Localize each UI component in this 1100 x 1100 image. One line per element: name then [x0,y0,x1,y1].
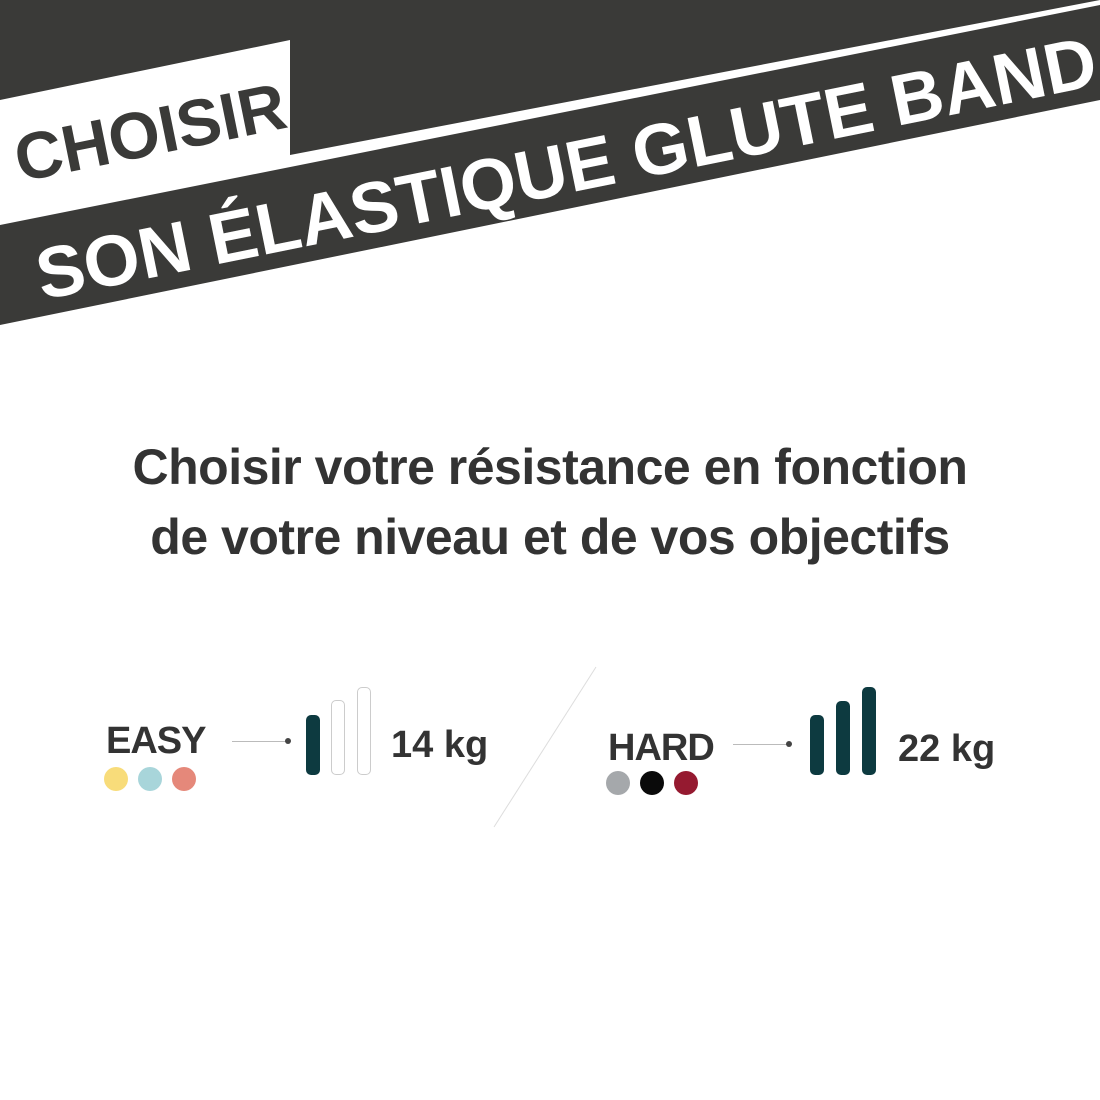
connector-dot [285,738,291,744]
headline-line2: de votre niveau et de vos objectifs [150,509,950,565]
color-swatch-grey [606,771,630,795]
headline: Choisir votre résistance en fonction de … [0,432,1100,572]
level-label: EASY [106,720,206,762]
weight-value: 22 kg [898,728,996,770]
weight-value: 14 kg [391,724,489,766]
headline-line1: Choisir votre résistance en fonction [132,439,968,495]
color-swatch-blue [138,767,162,791]
color-swatch-burgundy [674,771,698,795]
resistance-bar-filled [306,715,320,775]
title-banner: CHOISIR SON ÉLASTIQUE GLUTE BAND [0,0,1100,325]
connector-line [232,741,288,742]
banner-top-shape [0,0,1100,155]
color-swatch-black [640,771,664,795]
color-swatch-yellow [104,767,128,791]
banner-band [0,5,1100,325]
color-swatch-coral [172,767,196,791]
divider-slash [493,666,597,828]
resistance-bar-filled [810,715,824,775]
resistance-bar-empty [357,687,371,775]
resistance-bar-filled [862,687,876,775]
level-label: HARD [608,727,715,769]
resistance-bar-empty [331,700,345,775]
connector-dot [786,741,792,747]
connector-line [733,744,789,745]
resistance-bar-filled [836,701,850,775]
